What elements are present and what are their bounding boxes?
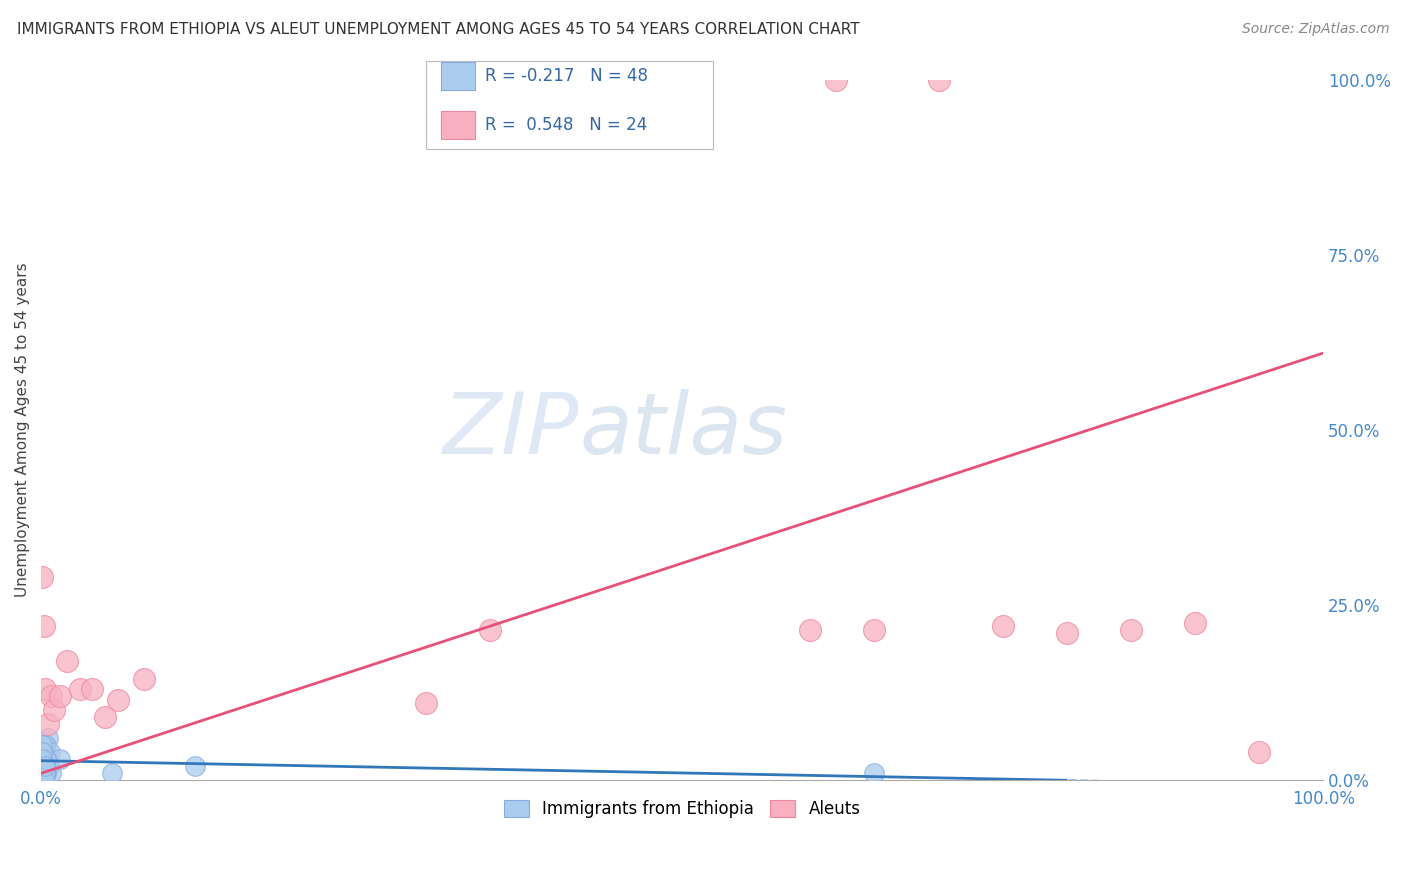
Y-axis label: Unemployment Among Ages 45 to 54 years: Unemployment Among Ages 45 to 54 years (15, 263, 30, 598)
Point (37, 717, 59, 731)
Point (38, 759, 60, 773)
Point (35, 766, 58, 780)
Point (31, 766, 53, 780)
Point (32, 759, 55, 773)
Point (31, 752, 53, 766)
Point (94, 710, 117, 724)
Point (35, 752, 58, 766)
Point (49, 752, 72, 766)
Point (31, 752, 53, 766)
Text: ZIP: ZIP (443, 389, 579, 472)
Text: R =  0.548   N = 24: R = 0.548 N = 24 (485, 116, 647, 134)
Point (1247, 745, 1270, 759)
Point (1056, 626, 1078, 640)
Point (31, 759, 53, 773)
Point (38, 759, 60, 773)
Point (34, 752, 56, 766)
Point (42, 703, 65, 717)
Point (31, 752, 53, 766)
Point (69, 682, 91, 697)
Point (37, 752, 59, 766)
Point (41, 690, 63, 704)
Point (82, 682, 104, 697)
Point (107, 692, 129, 706)
Point (825, 73, 848, 87)
Point (863, 623, 886, 637)
Point (100, 766, 122, 780)
Point (1119, 623, 1142, 637)
Point (415, 696, 437, 710)
Point (31, 759, 53, 773)
Text: Source: ZipAtlas.com: Source: ZipAtlas.com (1241, 22, 1389, 37)
Point (863, 766, 886, 780)
Point (41, 766, 63, 780)
Text: atlas: atlas (579, 389, 787, 472)
Point (184, 759, 207, 773)
Legend: Immigrants from Ethiopia, Aleuts: Immigrants from Ethiopia, Aleuts (496, 793, 868, 824)
Point (799, 623, 821, 637)
Point (32, 752, 55, 766)
Point (31, 739, 53, 753)
Point (37, 759, 59, 773)
Point (32, 759, 55, 773)
Point (34, 759, 56, 773)
Point (34, 745, 56, 759)
Point (34, 766, 56, 780)
Point (34, 766, 56, 780)
Point (32, 745, 55, 759)
Point (132, 672, 155, 686)
Point (39, 745, 62, 759)
Point (31, 570, 53, 584)
Point (478, 623, 501, 637)
Point (34, 739, 56, 753)
Point (35, 766, 58, 780)
Point (55, 654, 77, 668)
Point (31, 766, 53, 780)
Point (34, 759, 56, 773)
Point (32, 766, 55, 780)
Point (49, 690, 72, 704)
Point (991, 619, 1014, 633)
Point (32, 759, 55, 773)
Point (31, 745, 53, 759)
Point (35, 739, 58, 753)
Point (32, 773, 55, 788)
Text: IMMIGRANTS FROM ETHIOPIA VS ALEUT UNEMPLOYMENT AMONG AGES 45 TO 54 YEARS CORRELA: IMMIGRANTS FROM ETHIOPIA VS ALEUT UNEMPL… (17, 22, 859, 37)
Point (32, 619, 55, 633)
Point (1184, 615, 1206, 630)
Point (34, 752, 56, 766)
Point (31, 745, 53, 759)
Text: R = -0.217   N = 48: R = -0.217 N = 48 (485, 67, 648, 85)
Point (34, 766, 56, 780)
Point (35, 752, 58, 766)
Point (32, 759, 55, 773)
Point (34, 766, 56, 780)
Point (32, 759, 55, 773)
Point (32, 745, 55, 759)
Point (32, 752, 55, 766)
Point (35, 759, 58, 773)
Point (34, 682, 56, 697)
Point (37, 731, 59, 746)
Point (928, 73, 950, 87)
